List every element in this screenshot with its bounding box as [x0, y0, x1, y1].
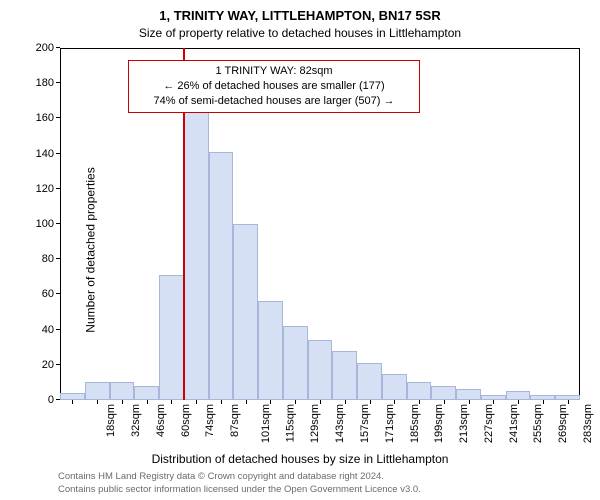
histogram-bar [456, 389, 481, 400]
y-tick-mark [56, 82, 60, 83]
x-axis-label: Distribution of detached houses by size … [0, 452, 600, 466]
y-tick-mark [56, 188, 60, 189]
x-tick-mark [568, 400, 569, 404]
x-tick-label: 199sqm [433, 404, 445, 443]
histogram-bar [283, 326, 308, 400]
credits-line: Contains public sector information licen… [58, 484, 421, 496]
x-tick-label: 143sqm [334, 404, 346, 443]
histogram-bar [85, 382, 110, 400]
x-tick-label: 255sqm [532, 404, 544, 443]
histogram-bar [233, 224, 258, 400]
y-tick-mark [56, 364, 60, 365]
histogram-bar [209, 152, 234, 400]
annotation-line: 1 TRINITY WAY: 82sqm [135, 64, 413, 79]
histogram-bar [382, 374, 407, 400]
x-tick-mark [147, 400, 148, 404]
y-tick-label: 20 [42, 359, 60, 371]
y-tick-mark [56, 258, 60, 259]
x-tick-mark [320, 400, 321, 404]
x-tick-mark [97, 400, 98, 404]
x-tick-label: 101sqm [260, 404, 272, 443]
annotation-line: ← 26% of detached houses are smaller (17… [135, 79, 413, 94]
chart-container: 1, TRINITY WAY, LITTLEHAMPTON, BN17 5SR … [0, 0, 600, 500]
x-tick-label: 213sqm [458, 404, 470, 443]
x-tick-label: 269sqm [557, 404, 569, 443]
histogram-bar [134, 386, 159, 400]
histogram-bar [159, 275, 184, 400]
credits: Contains HM Land Registry data © Crown c… [58, 471, 421, 496]
y-tick-label: 200 [36, 42, 60, 54]
y-tick-label: 180 [36, 77, 60, 89]
y-tick-label: 120 [36, 183, 60, 195]
y-tick-mark [56, 329, 60, 330]
histogram-bar [258, 301, 283, 400]
plot-area: 02040608010012014016018020018sqm32sqm46s… [60, 48, 580, 400]
histogram-bar [332, 351, 357, 400]
x-tick-label: 32sqm [130, 404, 142, 437]
x-tick-label: 115sqm [284, 404, 296, 442]
y-tick-label: 80 [42, 253, 60, 265]
x-tick-mark [221, 400, 222, 404]
x-tick-label: 74sqm [204, 404, 216, 437]
x-tick-mark [493, 400, 494, 404]
page-title: 1, TRINITY WAY, LITTLEHAMPTON, BN17 5SR [0, 8, 600, 23]
x-tick-mark [171, 400, 172, 404]
x-tick-mark [246, 400, 247, 404]
x-tick-label: 185sqm [409, 404, 421, 443]
histogram-bar [184, 83, 209, 400]
x-tick-label: 46sqm [155, 404, 167, 437]
histogram-bar [357, 363, 382, 400]
x-tick-mark [394, 400, 395, 404]
x-tick-mark [72, 400, 73, 404]
x-tick-mark [444, 400, 445, 404]
x-tick-label: 87sqm [229, 404, 241, 437]
x-tick-mark [419, 400, 420, 404]
histogram-bar [506, 391, 531, 400]
histogram-bar [60, 393, 85, 400]
y-tick-mark [56, 117, 60, 118]
x-tick-label: 171sqm [384, 404, 396, 443]
chart-subtitle: Size of property relative to detached ho… [0, 26, 600, 40]
x-tick-mark [370, 400, 371, 404]
y-tick-label: 100 [36, 218, 60, 230]
y-tick-mark [56, 293, 60, 294]
y-tick-mark [56, 47, 60, 48]
histogram-bar [308, 340, 333, 400]
x-tick-mark [469, 400, 470, 404]
x-tick-label: 18sqm [105, 404, 117, 437]
y-tick-label: 40 [42, 324, 60, 336]
annotation-line: 74% of semi-detached houses are larger (… [135, 94, 413, 109]
x-tick-mark [270, 400, 271, 404]
x-tick-label: 129sqm [310, 404, 322, 443]
x-tick-mark [518, 400, 519, 404]
y-tick-label: 140 [36, 148, 60, 160]
x-tick-label: 60sqm [180, 404, 192, 437]
x-tick-mark [345, 400, 346, 404]
y-tick-mark [56, 153, 60, 154]
x-tick-label: 227sqm [483, 404, 495, 443]
y-tick-label: 60 [42, 288, 60, 300]
histogram-bar [110, 382, 135, 400]
histogram-bar [431, 386, 456, 400]
y-tick-label: 160 [36, 112, 60, 124]
credits-line: Contains HM Land Registry data © Crown c… [58, 471, 421, 483]
x-tick-label: 241sqm [508, 404, 520, 443]
x-tick-mark [295, 400, 296, 404]
x-tick-label: 157sqm [359, 404, 371, 443]
annotation-box: 1 TRINITY WAY: 82sqm← 26% of detached ho… [128, 60, 420, 113]
x-tick-mark [196, 400, 197, 404]
histogram-bar [407, 382, 432, 400]
y-tick-mark [56, 223, 60, 224]
x-tick-label: 283sqm [582, 404, 594, 443]
y-tick-label: 0 [48, 394, 60, 406]
x-tick-mark [122, 400, 123, 404]
x-tick-mark [543, 400, 544, 404]
